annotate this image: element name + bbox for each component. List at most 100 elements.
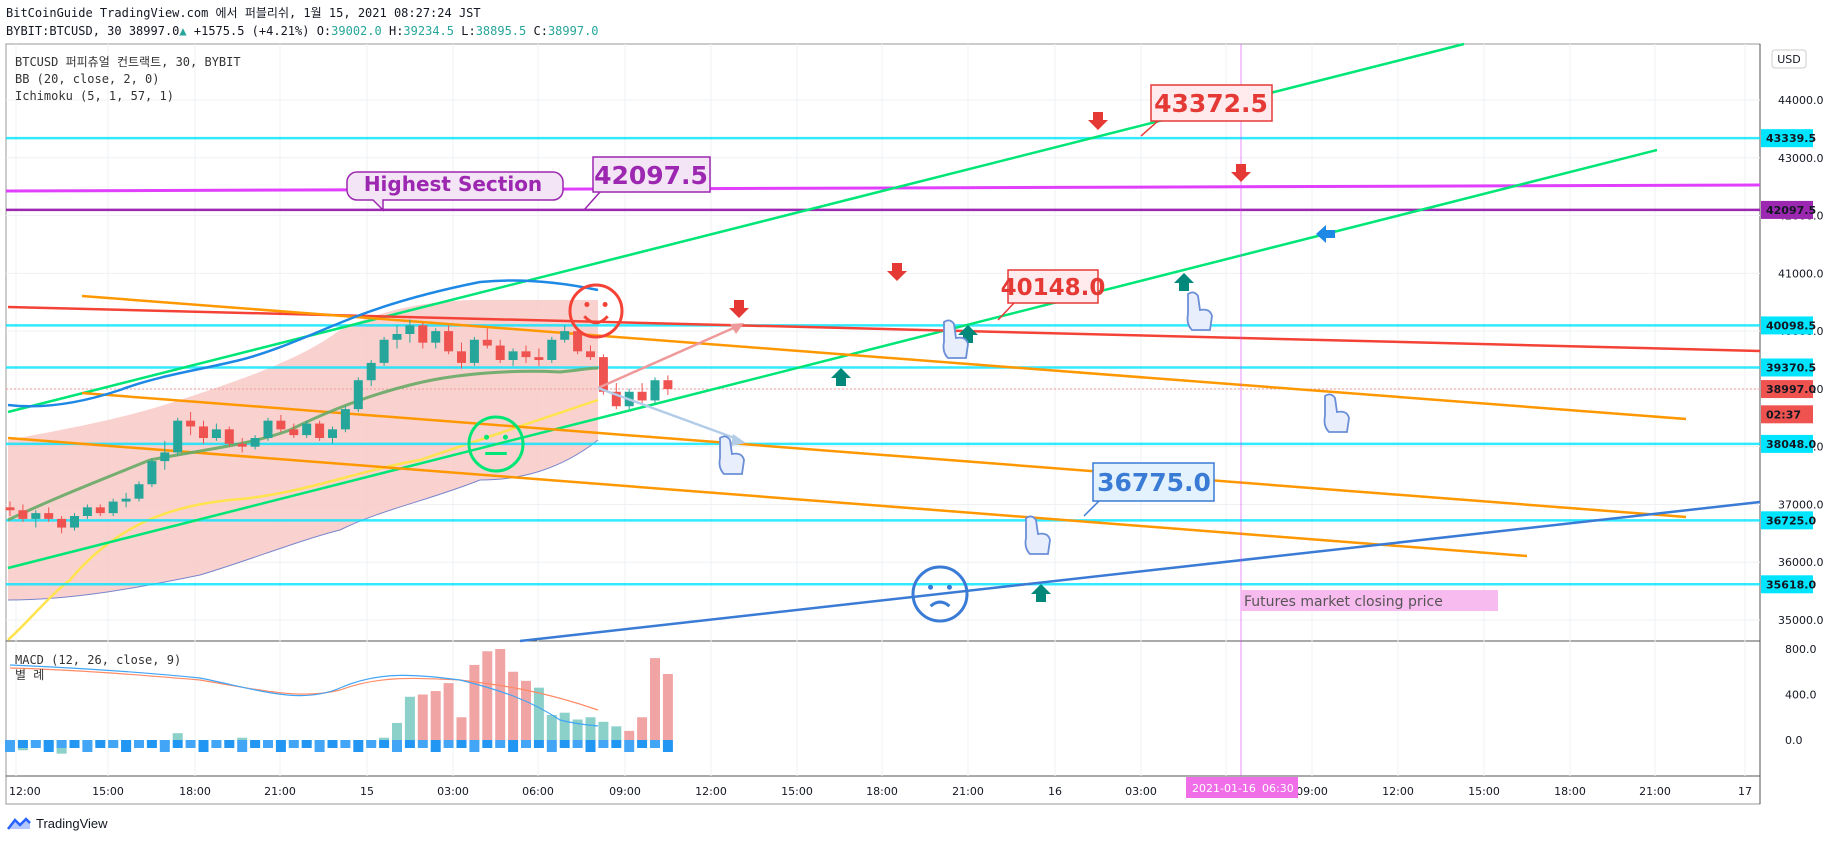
arrow-down-icon — [729, 300, 749, 318]
candle-body — [108, 501, 118, 514]
macd-signal-bar — [495, 740, 506, 748]
macd-signal-bar — [301, 740, 312, 748]
macd-signal-bar — [108, 740, 119, 748]
face-icon-eye — [946, 584, 952, 590]
time-tick-label: 21:00 — [952, 785, 984, 798]
callout-40148[interactable]: 40148.0 — [997, 269, 1105, 321]
macd-signal-bar — [469, 740, 480, 752]
candle-body — [586, 351, 595, 358]
time-tick-label: 17 — [1738, 785, 1752, 798]
legend-ichimoku: Ichimoku (5, 1, 57, 1) — [15, 89, 174, 103]
macd-signal-line — [9, 667, 599, 711]
candle-body — [508, 351, 518, 360]
macd-bar — [572, 719, 583, 740]
callout-43372-box — [1150, 84, 1273, 122]
macd-signal-bar — [198, 740, 209, 752]
candle-body — [82, 507, 92, 516]
macd-bar — [482, 651, 493, 740]
macd-signal-bar — [650, 740, 660, 748]
macd-signal-bar — [327, 740, 338, 748]
trend-line-blue — [519, 500, 1761, 643]
macd-signal-bar — [275, 740, 286, 752]
time-tick-label: 09:00 — [609, 785, 641, 798]
price-tick-label: 43000.0 — [1778, 152, 1824, 165]
pointing-hand-icon — [1024, 515, 1051, 555]
trend-line-red — [7, 305, 1761, 353]
macd-signal-bar — [121, 740, 132, 752]
macd-bar — [495, 649, 506, 740]
time-tick-label: 09:00 — [1296, 785, 1328, 798]
open-label: O: — [316, 24, 332, 38]
change-arrow-icon: ▲ — [179, 24, 187, 38]
callout-highest-section-label: Highest Section — [364, 172, 542, 196]
macd-signal-bar — [392, 740, 402, 752]
arrow-down-icon — [1088, 112, 1108, 130]
callout-43372[interactable]: 43372.5 — [1140, 84, 1273, 137]
candle-body — [173, 420, 183, 453]
candle-body — [5, 507, 15, 511]
candle-body — [469, 339, 479, 363]
time-tick-label: 15:00 — [781, 785, 813, 798]
projection-down-arrowhead — [731, 434, 746, 446]
candle-body — [328, 429, 337, 438]
candle-body — [160, 452, 170, 462]
price-level-label-text: 36725.0 — [1766, 514, 1816, 527]
callout-40148-pointer — [997, 302, 1015, 321]
candle-body — [560, 331, 570, 340]
time-axis[interactable]: 12:00 15:00 18:00 21:00 15 03:00 06:00 09:00 12:… — [9, 785, 1752, 798]
macd-signal-bar — [237, 740, 248, 752]
macd-signal-bar — [211, 740, 222, 748]
price-level-label-box — [1761, 434, 1813, 453]
currency-box[interactable] — [1771, 49, 1807, 69]
macd-bar — [172, 733, 183, 740]
price-level-label-box — [1761, 405, 1813, 424]
tradingview-logo-icon — [7, 816, 31, 830]
candle-body — [199, 426, 208, 438]
macd-signal-bar — [366, 740, 377, 748]
high-value: 39234.5 — [403, 24, 454, 38]
macd-bar — [508, 671, 519, 740]
macd-signal-bar — [662, 740, 673, 752]
bb-basis — [7, 366, 599, 522]
price-tick-label: 37000.0 — [1778, 498, 1824, 511]
macd-pane — [5, 649, 673, 754]
face-icon-mouth — [583, 315, 609, 325]
callout-36775-box — [1092, 462, 1215, 502]
macd-bar — [237, 737, 248, 740]
price-level-label-text: 39370.5 — [1766, 361, 1816, 374]
macd-signal-bar — [250, 740, 261, 748]
macd-bar — [637, 717, 648, 740]
candle-body — [147, 461, 157, 485]
macd-signal-bar — [404, 740, 415, 748]
macd-signal-bar — [95, 740, 106, 748]
macd-signal-bar — [585, 740, 596, 752]
macd-axis[interactable]: 800.0 400.0 0.0 — [1785, 643, 1817, 747]
bollinger-bands — [7, 279, 599, 522]
candle-body — [276, 420, 286, 430]
macd-signal-bar — [159, 740, 170, 752]
open-value: 39002.0 — [331, 24, 382, 38]
footer[interactable]: TradingView — [6, 816, 108, 831]
candle-body — [534, 357, 544, 360]
pointing-hand-icon — [1323, 393, 1350, 433]
macd-signal-bar — [288, 740, 299, 748]
callout-36775[interactable]: 36775.0 — [1083, 462, 1215, 517]
callout-42097[interactable]: 42097.5 — [583, 156, 711, 211]
publish-line: BitCoinGuide TradingView.com 에서 퍼블리쉬, 1월… — [6, 6, 481, 20]
candle-body — [289, 429, 299, 436]
candle-body — [598, 357, 608, 392]
candle-body — [250, 438, 260, 447]
callout-highest-section[interactable]: Highest Section — [346, 171, 564, 212]
callout-closing-price[interactable]: Futures market closing price — [1241, 590, 1498, 611]
crosshair-time-label: 2021-01-16 06:30 — [1186, 777, 1298, 798]
price-tick-label: 44000.0 — [1778, 94, 1824, 107]
macd-signal-bar — [30, 740, 41, 748]
time-tick-label: 18:00 — [866, 785, 898, 798]
macd-signal-bar — [379, 740, 390, 748]
bb-upper-band — [7, 279, 599, 408]
callout-42097-box — [592, 156, 711, 193]
candle-body — [31, 513, 41, 519]
candle-body — [392, 334, 402, 340]
candle-body — [547, 339, 557, 360]
